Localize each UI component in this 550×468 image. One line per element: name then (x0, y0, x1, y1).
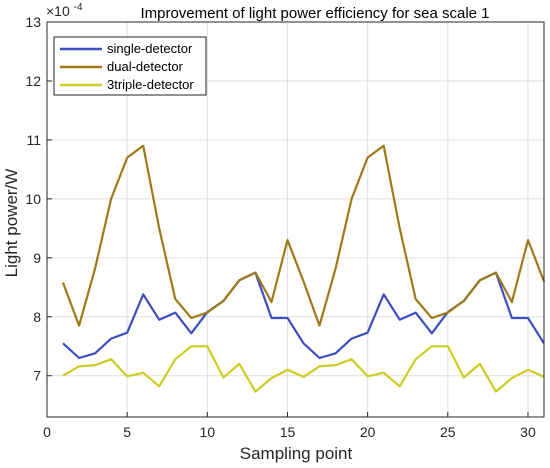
y-tick-label: 9 (33, 250, 41, 266)
y-axis-label: Light power/W (2, 169, 21, 278)
series-lines (61, 144, 546, 393)
y-axis-exponent: ×10 -4 (46, 2, 83, 19)
y-tick-label: 7 (33, 368, 41, 384)
y-axis-ticks: 7 8 9 10 11 12 13 (25, 14, 52, 384)
plot-frame (46, 21, 545, 418)
x-tick-label: 30 (520, 424, 536, 440)
x-tick-label: 20 (360, 424, 376, 440)
y-tick-label: 10 (25, 191, 41, 207)
x-tick-label: 25 (440, 424, 456, 440)
y-axis-exponent-base: ×10 (46, 3, 70, 19)
legend: single-detector dual-detector 3triple-de… (53, 36, 207, 96)
y-tick-label: 11 (26, 132, 41, 148)
x-tick-label: 10 (200, 424, 216, 440)
legend-label-single-detector: single-detector (107, 41, 193, 56)
x-tick-label: 15 (280, 424, 296, 440)
y-tick-label: 12 (25, 73, 41, 89)
x-axis-label: Sampling point (240, 444, 353, 463)
x-tick-label: 5 (123, 424, 131, 440)
chart-title: Improvement of light power efficiency fo… (140, 5, 489, 22)
legend-label-dual-detector: dual-detector (107, 59, 184, 74)
series-line-dual-detector (61, 144, 546, 327)
y-tick-label: 13 (25, 14, 41, 30)
x-tick-label: 0 (43, 424, 51, 440)
legend-label-triple-detector: 3triple-detector (107, 77, 194, 92)
y-tick-label: 8 (33, 309, 41, 325)
y-axis-exponent-power: -4 (74, 2, 83, 13)
series-line-3triple-detector (62, 345, 545, 393)
x-axis-ticks: 0 5 10 15 20 25 30 (43, 412, 536, 440)
